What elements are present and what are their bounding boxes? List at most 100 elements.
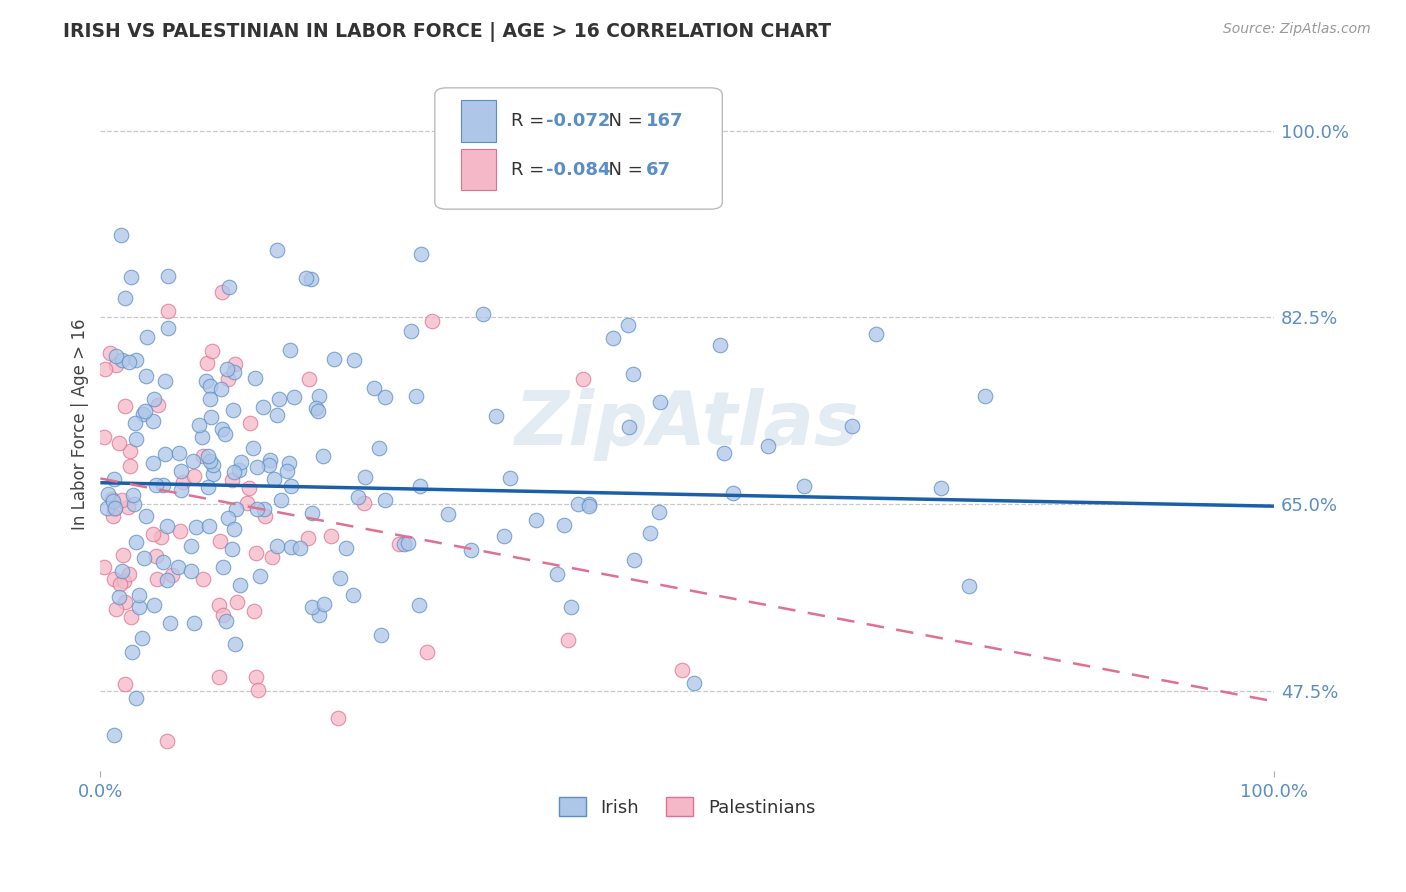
Point: [298, 372, 321, 386]
Point: [311, 449, 333, 463]
Point: [152, 477, 174, 491]
Point: [114, 677, 136, 691]
Point: [159, 615, 181, 630]
Point: [254, 508, 277, 523]
Point: [152, 555, 174, 569]
Point: [208, 670, 231, 684]
Point: [143, 598, 166, 612]
Point: [370, 628, 392, 642]
Point: [602, 331, 624, 345]
Point: [416, 645, 439, 659]
Point: [131, 632, 153, 646]
Point: [242, 441, 264, 455]
Point: [93, 560, 115, 574]
Point: [224, 357, 246, 371]
Point: [136, 330, 159, 344]
Point: [153, 447, 176, 461]
Point: [118, 444, 141, 458]
Point: [269, 392, 291, 406]
Point: [104, 358, 127, 372]
Point: [288, 541, 311, 556]
Point: [214, 614, 236, 628]
Point: [266, 408, 288, 422]
Point: [671, 664, 693, 678]
Point: [142, 456, 165, 470]
Point: [301, 506, 323, 520]
Point: [200, 453, 222, 467]
Point: [103, 728, 125, 742]
Point: [353, 496, 375, 510]
Point: [167, 559, 190, 574]
Point: [578, 499, 600, 513]
Point: [162, 568, 184, 582]
Point: [202, 467, 225, 481]
Point: [211, 607, 233, 622]
Point: [211, 422, 233, 436]
Point: [217, 511, 239, 525]
Point: [114, 291, 136, 305]
Point: [195, 356, 218, 370]
Point: [472, 307, 495, 321]
Point: [278, 343, 301, 358]
Point: [270, 492, 292, 507]
Text: 67: 67: [645, 161, 671, 178]
Point: [101, 508, 124, 523]
Point: [354, 470, 377, 484]
Legend: Irish, Palestinians: Irish, Palestinians: [551, 790, 823, 824]
Point: [145, 477, 167, 491]
Point: [243, 371, 266, 385]
Point: [578, 497, 600, 511]
Point: [156, 304, 179, 318]
Point: [212, 559, 235, 574]
Point: [120, 610, 142, 624]
Point: [297, 531, 319, 545]
Point: [110, 564, 132, 578]
Point: [243, 604, 266, 618]
Text: -0.084: -0.084: [547, 161, 610, 178]
Point: [621, 368, 644, 382]
Point: [499, 470, 522, 484]
Point: [125, 691, 148, 706]
Point: [249, 568, 271, 582]
Point: [222, 403, 245, 417]
Point: [294, 271, 316, 285]
Point: [322, 352, 344, 367]
Point: [411, 246, 433, 260]
Point: [134, 403, 156, 417]
Point: [301, 600, 323, 615]
Point: [793, 479, 815, 493]
Point: [266, 539, 288, 553]
Point: [172, 475, 194, 489]
Point: [328, 711, 350, 725]
Point: [200, 410, 222, 425]
Point: [104, 349, 127, 363]
Text: R =: R =: [512, 161, 550, 178]
Point: [191, 572, 214, 586]
Point: [157, 268, 180, 283]
Point: [648, 505, 671, 519]
Point: [193, 449, 215, 463]
Point: [128, 599, 150, 614]
Point: [247, 682, 270, 697]
Point: [363, 381, 385, 395]
Point: [368, 442, 391, 456]
Point: [841, 419, 863, 434]
Point: [304, 401, 326, 416]
Point: [974, 389, 997, 403]
Point: [396, 535, 419, 549]
Point: [245, 546, 267, 560]
Point: [94, 362, 117, 376]
Point: [200, 392, 222, 406]
Point: [117, 500, 139, 514]
Point: [308, 607, 330, 622]
Point: [209, 382, 232, 396]
Point: [222, 365, 245, 379]
Point: [222, 465, 245, 479]
Point: [197, 519, 219, 533]
Point: [120, 269, 142, 284]
Point: [342, 352, 364, 367]
Point: [623, 553, 645, 567]
Point: [218, 279, 240, 293]
Point: [460, 543, 482, 558]
Point: [96, 500, 118, 515]
